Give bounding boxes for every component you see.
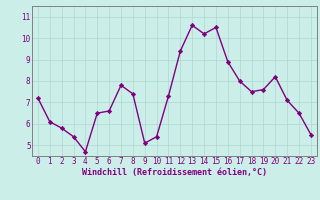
X-axis label: Windchill (Refroidissement éolien,°C): Windchill (Refroidissement éolien,°C)	[82, 168, 267, 177]
